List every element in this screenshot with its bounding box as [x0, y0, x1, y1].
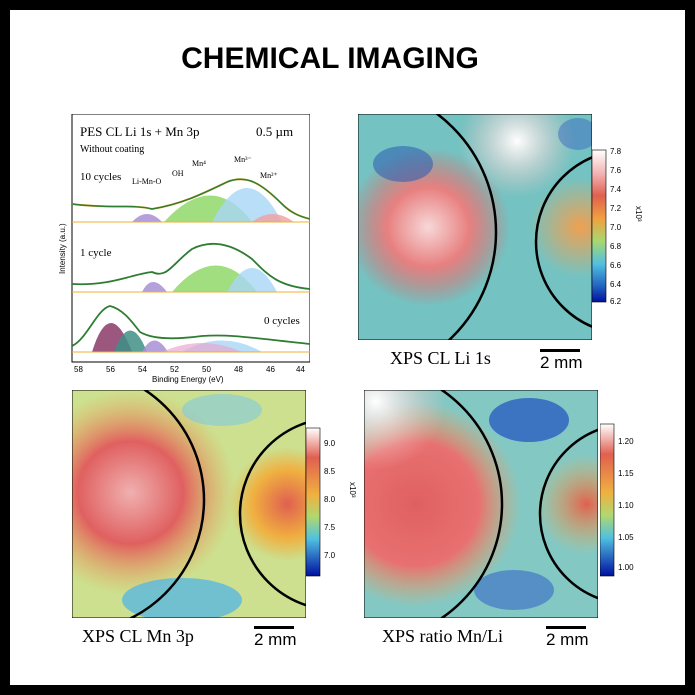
peak-label-li-mn-o: Li-Mn-O: [132, 177, 162, 186]
colorbar-tick: 6.8: [610, 242, 622, 251]
peak-li-mn-o-1: [142, 282, 167, 292]
peak-label-mn2: Mn²⁺: [260, 171, 278, 180]
peak-mn3-10: [212, 188, 282, 222]
colorbar-tick: 6.4: [610, 280, 622, 289]
colorbar-tick: 9.0: [324, 439, 336, 448]
colorbar-tick: 6.2: [610, 297, 622, 306]
caption-mn3p: XPS CL Mn 3p: [82, 626, 194, 646]
peak-mn3-1: [227, 268, 277, 292]
x-tick: 56: [106, 365, 115, 374]
peak-e-0: [162, 343, 242, 352]
colorbar-tick: 7.8: [610, 147, 622, 156]
peak-mn2-10: [252, 214, 294, 222]
peak-c-0: [142, 340, 168, 352]
colorbar-tick: 6.6: [610, 261, 622, 270]
scalebar-line: [540, 349, 580, 352]
colorbar-tick: 7.0: [324, 551, 336, 560]
electrode-outline: [538, 428, 598, 600]
peak-label-mn4: Mn⁴: [192, 159, 206, 168]
x-tick: 48: [234, 365, 243, 374]
scalebar-line: [254, 626, 294, 629]
colorbar-exponent: x10³: [634, 206, 643, 222]
spectrum-header: PES CL Li 1s + Mn 3p: [80, 124, 200, 139]
colorbar-exponent: x10³: [348, 482, 357, 498]
y-axis-label: Intensity (a.u.): [58, 223, 67, 274]
colorbar-tick: 7.0: [610, 223, 622, 232]
figure-panel: CHEMICAL IMAGING: [10, 10, 685, 685]
caption-ratio: XPS ratio Mn/Li: [382, 626, 504, 646]
spectrum-subtitle: Without coating: [80, 144, 144, 155]
fit-10: [72, 178, 310, 220]
peak-label-oh: OH: [172, 169, 184, 178]
colorbar-tick: 7.5: [324, 523, 336, 532]
x-tick: 52: [170, 365, 179, 374]
scalebar-ratio: 2 mm: [546, 626, 589, 650]
scalebar-line: [546, 626, 586, 629]
colorbar-mn3p: 9.0 8.5 8.0 7.5 7.0 x10³: [306, 427, 357, 577]
xps-spectrum-plot: PES CL Li 1s + Mn 3p 0.5 µm Without coat…: [58, 114, 310, 384]
cycle-label-1: 1 cycle: [80, 247, 112, 259]
colorbar-tick: 1.10: [618, 501, 634, 510]
scalebar-label: 2 mm: [546, 630, 589, 649]
map-mn3p: [72, 390, 306, 618]
spectrum-resolution: 0.5 µm: [256, 124, 293, 139]
peak-label-mn3: Mn³⁻: [234, 155, 252, 164]
x-tick: 46: [266, 365, 275, 374]
colorbar-tick: 7.2: [610, 204, 622, 213]
cycle-label-10-text: 10 cycles: [80, 171, 121, 183]
electrode-outline: [128, 390, 206, 618]
colorbar-tick: 7.4: [610, 185, 622, 194]
electrode-outline: [534, 156, 592, 328]
map-ratio-mn-li: [364, 390, 598, 618]
cycle-label-10: 10 cycles: [80, 171, 121, 183]
x-tick: 44: [296, 365, 305, 374]
scalebar-label: 2 mm: [540, 353, 583, 372]
electrode-outline: [238, 421, 306, 607]
spectrum-frame: [71, 114, 310, 363]
colorbar-tick: 7.6: [610, 166, 622, 175]
colorbar-ratio: 1.20 1.15 1.10 1.05 1.00: [600, 423, 634, 577]
cycle-label-0: 0 cycles: [264, 315, 300, 327]
colorbar-tick: 1.00: [618, 563, 634, 572]
x-tick: 58: [74, 365, 83, 374]
x-axis-label: Binding Energy (eV): [152, 375, 224, 384]
x-axis-ticks: 58 56 54 52 50 48 46 44: [74, 365, 305, 374]
colorbar-li1s: 7.8 7.6 7.4 7.2 7.0 6.8 6.6 6.4 6.2 x10³: [592, 147, 643, 306]
figure-title: CHEMICAL IMAGING: [181, 42, 479, 75]
colorbar-tick: 1.05: [618, 533, 634, 542]
peak-li-mn-o-10: [132, 214, 162, 222]
x-tick: 54: [138, 365, 147, 374]
peak-b-0: [114, 330, 147, 352]
fit-0: [72, 305, 310, 347]
colorbar-tick: 8.0: [324, 495, 336, 504]
fit-1: [72, 242, 310, 290]
scalebar-li1s: 2 mm: [540, 349, 583, 373]
scalebar-label: 2 mm: [254, 630, 297, 649]
scalebar-mn3p: 2 mm: [254, 626, 297, 650]
colorbar-tick: 8.5: [324, 467, 336, 476]
electrode-outline: [435, 114, 498, 340]
x-tick: 50: [202, 365, 211, 374]
colorbar-tick: 1.20: [618, 437, 634, 446]
map-li1s: [358, 114, 592, 340]
caption-li1s: XPS CL Li 1s: [390, 348, 491, 368]
colorbar-tick: 1.15: [618, 469, 634, 478]
electrode-outline: [439, 390, 504, 618]
